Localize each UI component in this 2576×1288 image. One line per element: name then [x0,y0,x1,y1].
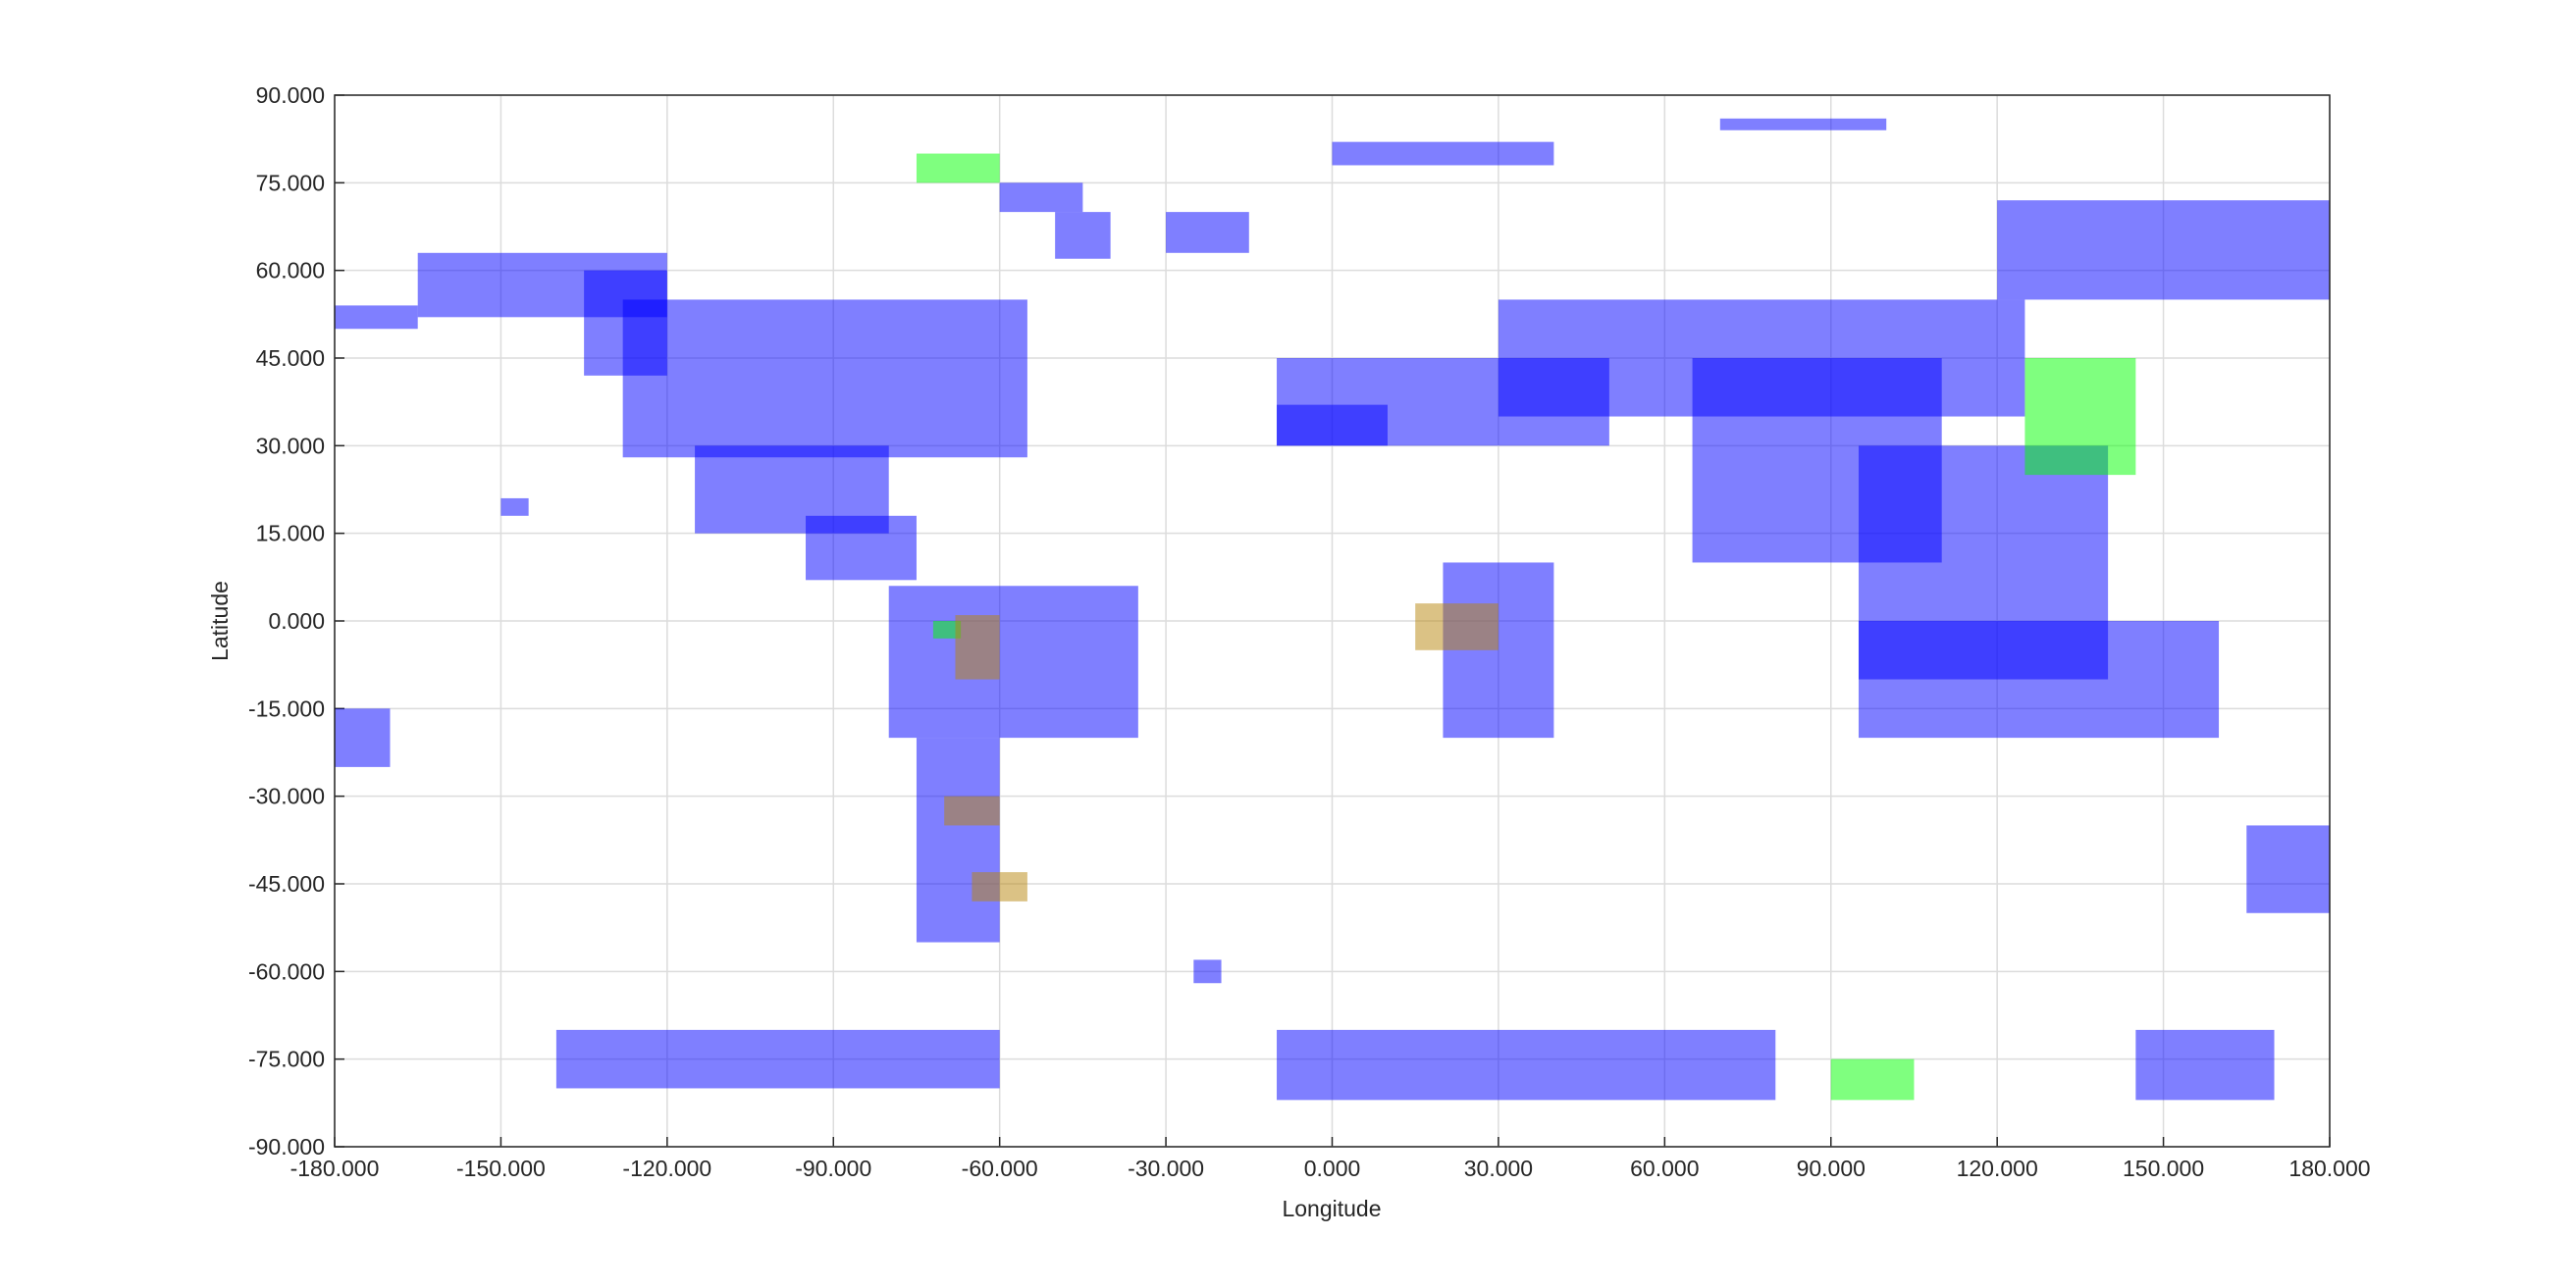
coverage-region [1277,404,1388,446]
y-tick-label: -90.000 [248,1134,325,1159]
coverage-region [2135,1029,2275,1101]
y-tick-label: -45.000 [248,871,325,897]
coverage-region [972,872,1027,902]
y-tick-label: 45.000 [256,345,325,371]
coverage-region [932,621,962,639]
x-tick-label: 60.000 [1630,1156,1699,1181]
y-tick-label: -75.000 [248,1047,325,1072]
y-tick-label: 30.000 [256,433,325,458]
x-tick-label: 0.000 [1304,1156,1361,1181]
coverage-region [1277,1029,1776,1101]
coverage-region [2246,825,2330,913]
coverage-region [955,615,1000,680]
y-tick-label: -60.000 [248,958,325,984]
coverage-region [1997,200,2330,300]
x-tick-label: -90.000 [795,1156,871,1181]
x-tick-label: -30.000 [1128,1156,1204,1181]
x-tick-label: -60.000 [962,1156,1038,1181]
y-tick-label: 75.000 [256,170,325,195]
x-tick-label: 150.000 [2123,1156,2204,1181]
x-tick-label: -180.000 [290,1156,380,1181]
coverage-region [1830,1058,1915,1101]
coverage-region [944,796,1000,826]
x-tick-label: -150.000 [456,1156,546,1181]
coverage-region [806,515,917,581]
coverage-region [500,497,529,516]
coverage-region [335,305,418,330]
coverage-region [888,586,1138,739]
coverage-region [1166,212,1249,253]
coverage-region [1193,959,1222,984]
coverage-region [916,738,1000,943]
coverage-region [999,182,1083,213]
coverage-region [1719,118,1887,130]
coverage-region [622,299,1027,458]
x-tick-label: 180.000 [2288,1156,2370,1181]
axes-box [334,94,2331,1148]
x-axis-label: Longitude [1282,1196,1381,1221]
x-tick-label: 30.000 [1464,1156,1533,1181]
coverage-region [555,1029,1000,1089]
y-tick-label: 90.000 [256,82,325,108]
y-tick-label: -15.000 [248,696,325,721]
x-tick-label: 120.000 [1957,1156,2038,1181]
coverage-region [2024,358,2136,476]
coverage-region [1415,603,1498,650]
coverage-region [1055,212,1111,259]
y-tick-label: 0.000 [268,608,325,634]
y-axis-label: Latitude [207,581,233,661]
x-tick-label: -120.000 [622,1156,711,1181]
x-tick-label: 90.000 [1797,1156,1866,1181]
y-tick-label: 15.000 [256,521,325,546]
coverage-region [1858,621,2220,739]
coverage-region [916,153,1000,183]
coverage-region [1332,141,1554,166]
y-tick-label: -30.000 [248,784,325,809]
y-tick-label: 60.000 [256,258,325,283]
coverage-region [335,708,391,767]
